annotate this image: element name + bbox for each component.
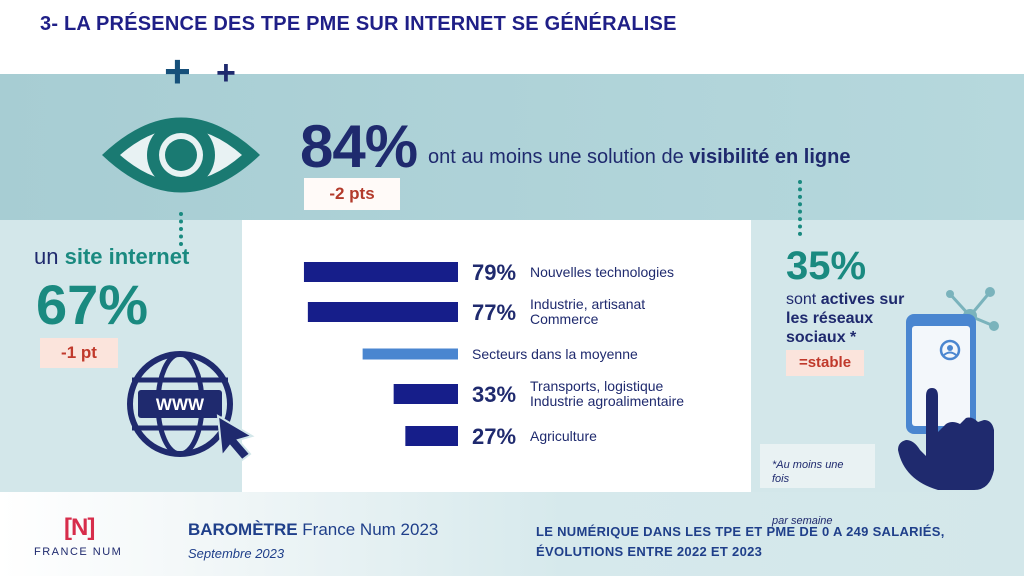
- footnote-line-2: par semaine: [772, 515, 833, 527]
- sector-label: Transports, logistique: [530, 378, 664, 394]
- social-line-2: les réseaux: [786, 309, 936, 328]
- website-label: un site internet: [34, 244, 189, 270]
- social-line-2-bold: les réseaux: [786, 310, 874, 327]
- sector-chart: 79% Nouvelles technologies 77% Industrie, a…: [303, 260, 684, 449]
- france-num-logo: [N]: [64, 514, 95, 541]
- visibility-description: ont au moins une solution de visibilité …: [428, 146, 850, 169]
- smartphone-hand-icon: [898, 314, 994, 490]
- connector-dots: [179, 212, 183, 246]
- visibility-change-badge: -2 pts: [304, 178, 400, 210]
- website-change-badge: -1 pt: [40, 338, 118, 368]
- www-label: WWW: [156, 395, 205, 414]
- visibility-value: 84%: [300, 113, 418, 180]
- website-label-bold: site internet: [64, 244, 190, 269]
- visibility-text: ont au moins une solution de: [428, 146, 690, 168]
- cursor-icon: [216, 414, 255, 462]
- barometer-title: BAROMÈTRE France Num 2023: [188, 520, 438, 540]
- social-line-3: sociaux *: [786, 328, 936, 347]
- footer-description: LE NUMÉRIQUE DANS LES TPE ET PME DE 0 A …: [536, 522, 945, 562]
- sector-bar: [307, 302, 458, 322]
- sector-bar: [393, 384, 458, 404]
- eye-icon: [102, 117, 260, 193]
- social-line-3-bold: sociaux *: [786, 329, 857, 346]
- sector-percent: 79%: [472, 260, 516, 285]
- sector-label: Secteurs dans la moyenne: [472, 346, 638, 362]
- footnote-line-1: *Au moins une fois: [772, 459, 844, 485]
- website-label-text: un: [34, 244, 65, 269]
- social-line-1: sont actives sur: [786, 290, 936, 309]
- sector-bar: [303, 262, 458, 282]
- plus-icon: +: [164, 45, 191, 97]
- social-value: 35%: [786, 244, 867, 288]
- sector-bar: [405, 426, 458, 446]
- social-line-1-text: sont: [786, 291, 821, 308]
- social-change-badge: =stable: [786, 350, 864, 376]
- sector-percent: 33%: [472, 382, 516, 407]
- sector-label: Agriculture: [530, 428, 597, 444]
- connector-dots: [798, 180, 802, 236]
- plus-icon: +: [216, 54, 236, 92]
- social-footnote: *Au moins une fois par semaine: [760, 444, 875, 527]
- footnote-text: *Au moins une fois par semaine: [760, 444, 875, 542]
- barometer-rest: France Num 2023: [297, 520, 439, 539]
- barometer-date: Septembre 2023: [188, 546, 285, 561]
- sector-label: Industrie agroalimentaire: [530, 393, 684, 409]
- sector-percent: 27%: [472, 424, 516, 449]
- globe-www-icon: WWW: [127, 351, 255, 462]
- sector-percent: 77%: [472, 300, 516, 325]
- footer-description-line-1: LE NUMÉRIQUE DANS LES TPE ET PME DE 0 A …: [536, 524, 945, 539]
- page-title: 3- LA PRÉSENCE DES TPE PME SUR INTERNET …: [40, 13, 677, 35]
- sector-label: Commerce: [530, 311, 599, 327]
- social-description: sont actives sur les réseaux sociaux *: [786, 290, 936, 347]
- footer-description-line-2: ÉVOLUTIONS ENTRE 2022 ET 2023: [536, 544, 763, 559]
- footer: [0, 492, 1024, 576]
- sector-label: Nouvelles technologies: [530, 264, 674, 280]
- social-line-1-bold: actives sur: [820, 291, 905, 308]
- website-value: 67%: [36, 273, 149, 336]
- sector-bar: [362, 348, 458, 360]
- visibility-text-bold: visibilité en ligne: [689, 146, 851, 168]
- barometer-bold: BAROMÈTRE: [188, 520, 298, 539]
- sector-label: Industrie, artisanat: [530, 296, 645, 312]
- france-num-logo-text: FRANCE NUM: [34, 546, 123, 558]
